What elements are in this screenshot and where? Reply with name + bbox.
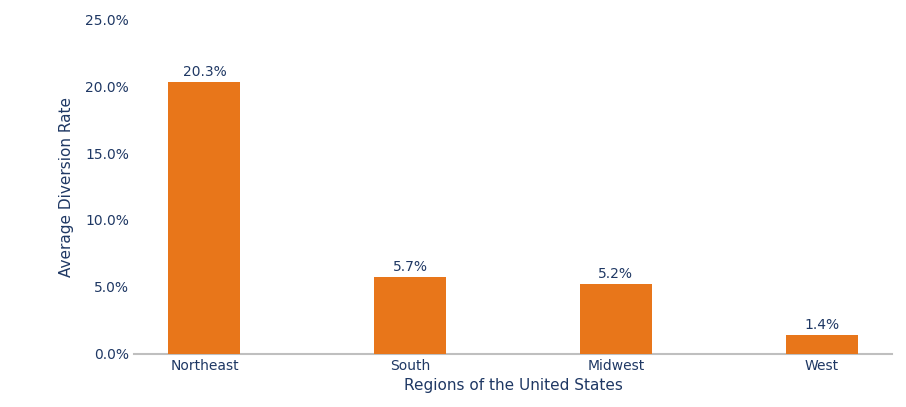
Text: 5.2%: 5.2% [599,267,633,281]
Bar [374,278,447,354]
Bar [169,82,240,354]
Bar [786,335,858,354]
Bar [580,284,652,354]
X-axis label: Regions of the United States: Regions of the United States [404,378,622,393]
Text: 20.3%: 20.3% [183,65,226,79]
Text: 1.4%: 1.4% [805,317,839,332]
Y-axis label: Average Diversion Rate: Average Diversion Rate [59,96,74,276]
Text: 5.7%: 5.7% [392,260,428,274]
